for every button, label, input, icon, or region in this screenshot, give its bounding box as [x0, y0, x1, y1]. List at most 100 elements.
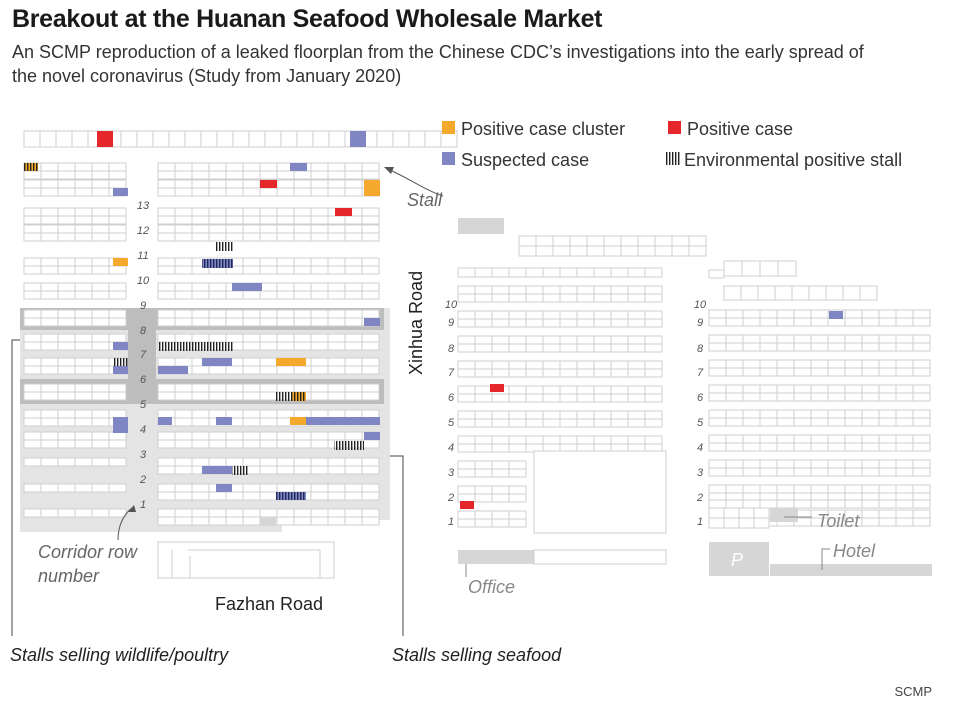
- stall: [457, 310, 476, 320]
- stall: [525, 368, 544, 378]
- stall: [91, 357, 110, 367]
- stall: [776, 499, 795, 509]
- stall: [327, 265, 346, 275]
- stall: [344, 317, 363, 327]
- stall: [810, 317, 829, 327]
- stall: [593, 410, 612, 420]
- stall: [457, 318, 476, 328]
- stall: [74, 282, 93, 292]
- stall: [91, 333, 110, 343]
- stall: [738, 507, 755, 519]
- stall: [759, 317, 778, 327]
- stall: [91, 383, 110, 393]
- stall: [861, 499, 880, 509]
- stall: [174, 383, 193, 393]
- stall: [242, 257, 261, 267]
- stall: [474, 493, 493, 503]
- stall: [723, 517, 740, 529]
- stall: [108, 170, 127, 180]
- legend-swatch-positive: [668, 121, 681, 134]
- stall: [23, 179, 42, 189]
- stall: [191, 317, 210, 327]
- stall: [225, 431, 244, 441]
- stall: [174, 409, 193, 419]
- stall: [242, 516, 261, 526]
- stall: [491, 285, 510, 295]
- stall: [491, 310, 510, 320]
- stall: [57, 162, 76, 172]
- stall: [912, 342, 931, 352]
- stall: [610, 418, 629, 428]
- stall: [40, 341, 59, 351]
- stall: [91, 341, 110, 351]
- stall: [327, 309, 346, 319]
- stall: [208, 179, 227, 189]
- stall: [23, 365, 42, 375]
- stall: [742, 442, 761, 452]
- stall: [474, 468, 493, 478]
- stall: [40, 257, 59, 267]
- positive-cluster-marker: [364, 180, 380, 196]
- stall: [327, 508, 346, 518]
- stall: [191, 309, 210, 319]
- stall: [344, 383, 363, 393]
- stall: [225, 290, 244, 300]
- corridor-number: 6: [697, 392, 704, 404]
- highlight-column: [128, 308, 156, 404]
- stall: [108, 431, 127, 441]
- stall: [276, 232, 295, 242]
- stall: [895, 467, 914, 477]
- stall: [525, 318, 544, 328]
- stall: [91, 207, 110, 217]
- stall: [827, 484, 846, 494]
- stall: [810, 467, 829, 477]
- stall: [310, 391, 329, 401]
- stall: [191, 232, 210, 242]
- stall: [688, 235, 707, 247]
- stall: [327, 179, 346, 189]
- stall: [208, 491, 227, 501]
- stall: [344, 257, 363, 267]
- stall: [776, 417, 795, 427]
- stall: [276, 265, 295, 275]
- stall: [157, 491, 176, 501]
- stall: [327, 290, 346, 300]
- stall: [708, 442, 727, 452]
- stall: [191, 491, 210, 501]
- stall: [57, 333, 76, 343]
- stall: [208, 333, 227, 343]
- corridor-number: 8: [140, 325, 147, 337]
- stall: [810, 459, 829, 469]
- stall: [457, 518, 476, 528]
- stall: [576, 285, 595, 295]
- stall: [108, 508, 127, 518]
- stall: [259, 265, 278, 275]
- stall: [225, 224, 244, 234]
- stall: [259, 457, 278, 467]
- stall: [644, 385, 663, 395]
- stall: [108, 232, 127, 242]
- stall: [108, 409, 127, 419]
- stall: [610, 368, 629, 378]
- wildlife-label: Stalls selling wildlife/poultry: [10, 645, 229, 665]
- stall: [810, 367, 829, 377]
- case-markers: [24, 131, 843, 525]
- stall: [327, 317, 346, 327]
- stall: [242, 391, 261, 401]
- stall: [878, 484, 897, 494]
- stall: [242, 265, 261, 275]
- stall: [844, 384, 863, 394]
- stall: [708, 507, 725, 519]
- stall: [57, 357, 76, 367]
- stall: [184, 130, 202, 148]
- stall: [57, 383, 76, 393]
- stall: [242, 383, 261, 393]
- stall: [361, 341, 380, 351]
- stall: [576, 393, 595, 403]
- stall: [91, 391, 110, 401]
- stall: [57, 207, 76, 217]
- stall: [742, 467, 761, 477]
- stall: [91, 483, 110, 493]
- stall: [793, 317, 812, 327]
